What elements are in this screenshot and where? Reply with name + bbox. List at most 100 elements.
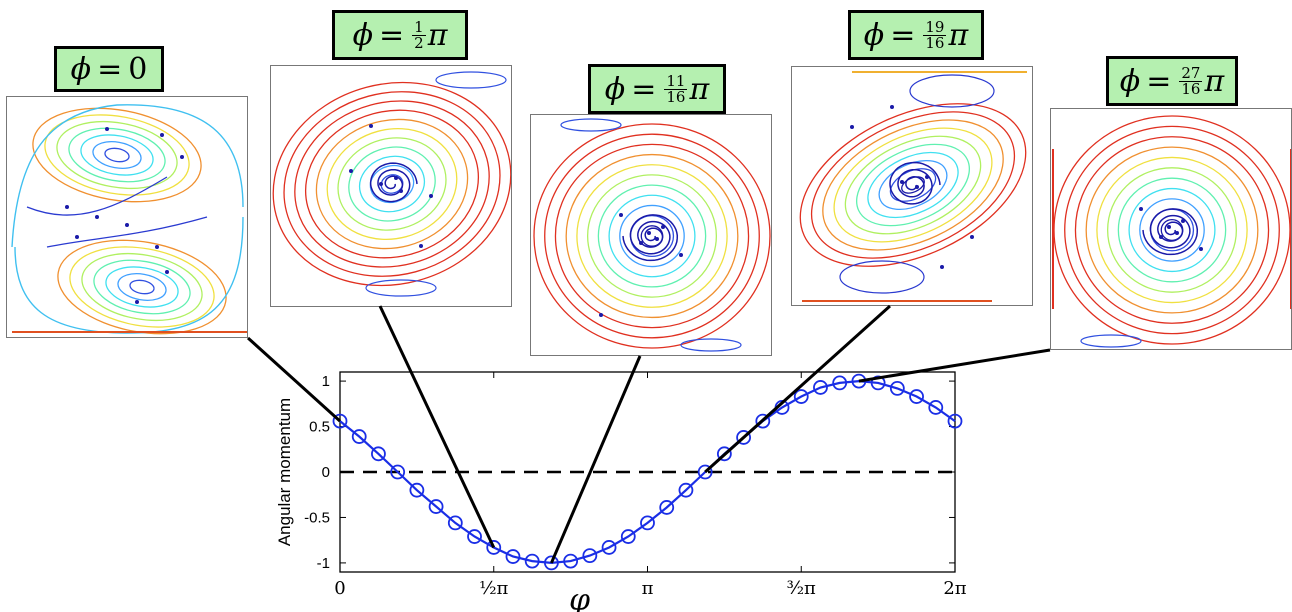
y-tick-label: -0.5 [304, 509, 330, 526]
fraction: 19 16 [923, 19, 947, 51]
streamline [369, 164, 415, 204]
streamline [69, 246, 215, 328]
data-point [774, 400, 790, 415]
streamline [57, 239, 227, 335]
streamline-seed-dot [95, 215, 99, 219]
data-point [582, 548, 598, 564]
streamline [56, 120, 178, 190]
y-tick-label: 0 [322, 464, 330, 481]
streamline [304, 109, 480, 259]
streamline-plot [11, 104, 247, 335]
streamline [46, 216, 208, 248]
data-point [928, 400, 944, 415]
vortex-spiral [369, 162, 418, 203]
streamline [283, 91, 501, 277]
x-tick-label: 2π [943, 578, 966, 599]
streamline [348, 146, 436, 222]
equals-sign: = [379, 17, 405, 53]
data-point [909, 389, 924, 404]
streamline-seed-dot [419, 244, 423, 248]
data-point [851, 373, 867, 389]
streamline-seed-dot [639, 241, 643, 245]
snapshot-label-phi-11-16-pi: ϕ = 11 16 π [588, 64, 726, 114]
streamline [80, 134, 154, 176]
streamline [833, 127, 993, 243]
streamline [117, 273, 167, 301]
streamline [909, 74, 995, 108]
streamline-seed-dot [105, 127, 109, 131]
data-point [351, 429, 367, 444]
data-point [870, 375, 886, 391]
streamline [435, 71, 507, 89]
streamline-seed-dot [679, 253, 683, 257]
fraction-denominator: 16 [1181, 79, 1201, 98]
streamline-seed-dot [125, 223, 129, 227]
streamline [1117, 177, 1227, 283]
streamline [560, 118, 622, 132]
fraction: 11 16 [664, 71, 688, 105]
data-point [563, 553, 579, 569]
streamline-seed-dot [369, 124, 373, 128]
streamline [554, 143, 750, 329]
streamline-seed-dot [394, 176, 398, 180]
streamline [26, 176, 168, 216]
phi-symbol: ϕ [604, 71, 626, 107]
connector-line [378, 305, 496, 549]
streamline [822, 119, 1004, 251]
streamline-seed-dot [429, 194, 433, 198]
streamline [619, 204, 685, 268]
streamline [92, 141, 142, 169]
streamline-seed-dot [1175, 231, 1179, 235]
streamline-seed-dot [655, 237, 659, 241]
data-point [813, 380, 828, 395]
streamline-seed-dot [349, 169, 353, 173]
phi-symbol: ϕ [863, 17, 885, 53]
data-point [524, 553, 540, 569]
streamline [1074, 136, 1270, 324]
data-point [736, 430, 751, 445]
fraction-numerator: 27 [1179, 63, 1203, 82]
fraction-numerator: 11 [664, 71, 688, 90]
streamline [358, 155, 426, 213]
snapshot-label-phi-19-16-pi: ϕ = 19 16 π [848, 10, 984, 60]
streamline [68, 127, 166, 183]
pi-symbol: π [1204, 63, 1225, 99]
streamline-seed-dot [1181, 219, 1185, 223]
data-point [390, 464, 406, 480]
plot-frame [339, 371, 956, 573]
vortex-spiral [889, 161, 941, 205]
y-tick-label: -1 [317, 555, 330, 572]
x-tick-label: ³⁄₂π [787, 578, 816, 599]
y-tick-label: 1 [322, 373, 330, 390]
streamline-seed-dot [1167, 225, 1171, 229]
data-point [716, 446, 732, 462]
streamline [81, 252, 203, 322]
phi-symbol: ϕ [1119, 63, 1141, 99]
streamline [878, 159, 948, 211]
streamline [1080, 334, 1142, 348]
streamline [1096, 156, 1248, 304]
y-tick-label: 0.5 [309, 419, 330, 436]
streamline [799, 103, 1027, 267]
streamline [380, 174, 404, 194]
streamline [810, 111, 1016, 259]
streamline-panel-phi-27-16-pi [1050, 108, 1292, 350]
equals-sign: = [631, 71, 657, 107]
equals-sign: = [890, 17, 916, 53]
data-point [505, 549, 521, 564]
streamline-panel-phi-11-16-pi [530, 114, 772, 356]
streamline-seed-dot [970, 235, 974, 239]
data-point [371, 446, 386, 462]
snapshot-label-phi-0: ϕ = 0 [54, 46, 164, 92]
phi-symbol: ϕ [70, 51, 92, 87]
fraction-denominator: 2 [414, 33, 424, 52]
data-point [428, 499, 444, 514]
streamline [608, 194, 696, 278]
equals-sign: = [97, 51, 123, 87]
streamline [32, 107, 202, 203]
streamline [544, 133, 760, 339]
data-point [793, 389, 809, 404]
fraction-numerator: 1 [412, 17, 426, 36]
x-tick-label: ½π [479, 578, 508, 599]
